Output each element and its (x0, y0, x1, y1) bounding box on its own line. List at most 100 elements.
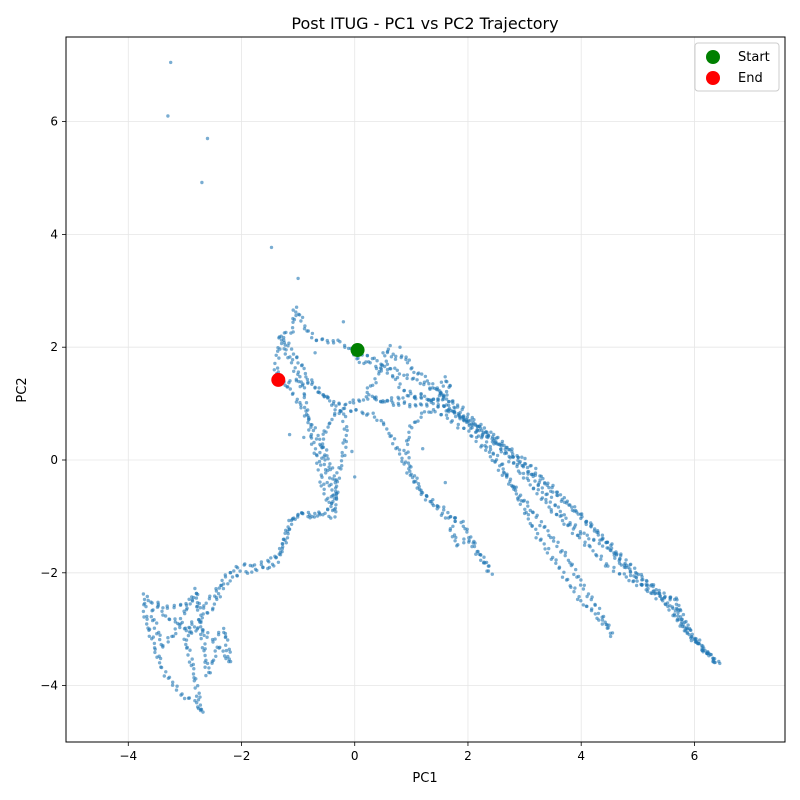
trajectory-point (311, 428, 316, 433)
trajectory-point (595, 529, 600, 533)
trajectory-point (303, 324, 307, 328)
trajectory-point (583, 540, 587, 544)
trajectory-point (365, 413, 369, 417)
trajectory-point (618, 572, 622, 576)
trajectory-point (333, 515, 337, 519)
trajectory-point (302, 393, 307, 397)
trajectory-point (628, 573, 633, 578)
trajectory-point (296, 361, 300, 365)
trajectory-point (586, 592, 591, 596)
trajectory-point (551, 539, 556, 543)
trajectory-point (302, 386, 307, 390)
trajectory-point (223, 575, 228, 579)
trajectory-point (572, 572, 576, 577)
trajectory-point (259, 562, 263, 567)
trajectory-point (214, 654, 218, 658)
trajectory-point (166, 640, 170, 644)
trajectory-point (205, 635, 209, 639)
trajectory-point (286, 344, 290, 348)
trajectory-point (316, 468, 320, 472)
trajectory-point (543, 547, 547, 551)
trajectory-point (343, 345, 347, 349)
trajectory-point (419, 395, 423, 399)
trajectory-point (400, 456, 404, 460)
trajectory-point (581, 587, 586, 591)
trajectory-point (490, 458, 494, 463)
trajectory-point (458, 410, 462, 415)
trajectory-point (517, 461, 522, 465)
trajectory-point (455, 544, 459, 548)
trajectory-point (467, 540, 471, 544)
trajectory-point (329, 495, 333, 499)
trajectory-point (357, 398, 361, 402)
trajectory-point (355, 357, 359, 361)
trajectory-point (334, 497, 339, 501)
trajectory-point (518, 471, 522, 475)
trajectory-point (493, 441, 498, 445)
trajectory-point (329, 504, 333, 509)
trajectory-point (191, 672, 196, 676)
trajectory-point (460, 407, 464, 412)
trajectory-point (559, 513, 564, 518)
trajectory-point (547, 533, 551, 538)
trajectory-point (158, 633, 162, 637)
trajectory-point (282, 537, 286, 541)
trajectory-point (585, 594, 589, 599)
trajectory-point (514, 492, 519, 496)
trajectory-point (147, 628, 151, 632)
trajectory-point (467, 429, 471, 433)
trajectory-point (509, 483, 514, 488)
trajectory-point (304, 409, 308, 413)
trajectory-point (337, 476, 342, 480)
trajectory-point (191, 662, 195, 667)
trajectory-point (538, 523, 542, 528)
trajectory-point (320, 456, 324, 460)
legend: Start End (694, 42, 780, 92)
trajectory-point (414, 404, 418, 408)
trajectory-point (430, 386, 435, 390)
trajectory-point (391, 442, 395, 446)
trajectory-point (286, 356, 290, 360)
x-tick-label: −2 (233, 749, 251, 763)
trajectory-point (217, 630, 221, 635)
trajectory-point (431, 408, 436, 412)
trajectory-point (420, 372, 424, 376)
trajectory-point (535, 513, 539, 517)
trajectory-point (445, 393, 449, 397)
trajectory-point (309, 442, 314, 446)
trajectory-point (279, 338, 284, 342)
trajectory-point (334, 494, 338, 499)
trajectory-point (461, 524, 465, 528)
trajectory-point (142, 597, 147, 602)
trajectory-point (474, 439, 478, 444)
trajectory-point (152, 641, 157, 646)
trajectory-point (295, 397, 299, 401)
trajectory-point (210, 661, 214, 665)
trajectory-point (528, 483, 532, 487)
trajectory-point (423, 374, 428, 379)
trajectory-point (473, 430, 478, 434)
trajectory-point (484, 435, 489, 439)
trajectory-point (221, 649, 225, 653)
trajectory-point (310, 378, 314, 382)
trajectory-point (205, 661, 210, 666)
trajectory-point (224, 648, 229, 653)
trajectory-point (407, 430, 411, 434)
trajectory-point (461, 519, 465, 524)
trajectory-point (597, 606, 602, 611)
trajectory-point (326, 457, 330, 461)
trajectory-point (538, 474, 542, 478)
trajectory-point (333, 408, 337, 412)
trajectory-point (507, 460, 511, 464)
trajectory-point (624, 558, 628, 562)
trajectory-point (321, 445, 326, 449)
trajectory-point (150, 637, 154, 641)
start-end-markers (271, 343, 365, 387)
trajectory-point (607, 623, 611, 627)
trajectory-point (462, 537, 466, 541)
trajectory-point (198, 703, 203, 707)
trajectory-point (508, 479, 512, 484)
trajectory-point (681, 612, 686, 617)
trajectory-point (546, 481, 550, 485)
trajectory-point (549, 489, 553, 493)
